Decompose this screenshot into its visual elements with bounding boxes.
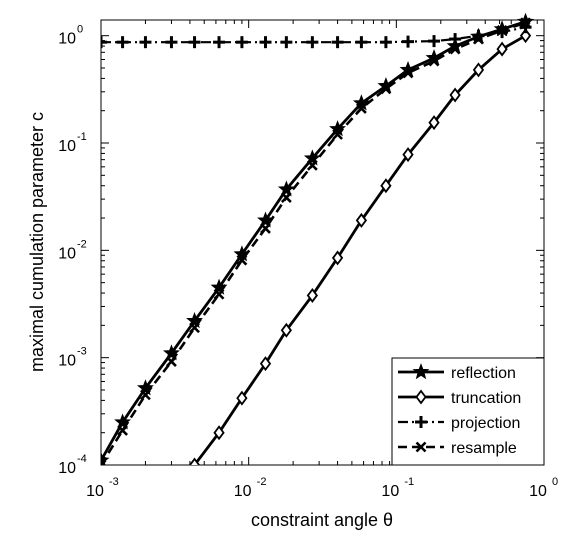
legend-marker-reflection xyxy=(412,363,430,380)
y-tick-exponent: -1 xyxy=(77,131,87,143)
data-point-projection xyxy=(280,36,293,49)
legend-marker-truncation xyxy=(415,389,427,405)
y-tick-label: 10 xyxy=(58,353,76,370)
data-point-projection xyxy=(101,36,107,49)
data-point-resample xyxy=(355,103,367,114)
data-point-truncation xyxy=(496,41,508,57)
data-point-resample xyxy=(473,33,484,45)
series-resample xyxy=(101,17,531,465)
legend: reflection truncation projection resample xyxy=(391,357,545,466)
data-point-resample xyxy=(189,322,200,334)
y-tick-exponent: -3 xyxy=(77,346,87,358)
data-point-resample xyxy=(166,356,177,367)
data-point-resample xyxy=(213,288,225,300)
data-point-truncation xyxy=(402,147,414,163)
data-point-projection xyxy=(116,36,129,49)
y-tick-label: 10 xyxy=(58,31,76,48)
x-tick-label: 10 xyxy=(381,483,399,500)
x-axis-label: constraint angle θ xyxy=(251,510,393,530)
data-point-projection xyxy=(449,33,462,46)
legend-label-reflection: reflection xyxy=(451,365,516,382)
legend-label-truncation: truncation xyxy=(451,390,521,407)
series-truncation xyxy=(188,28,532,465)
data-point-resample xyxy=(380,83,392,95)
data-point-reflection xyxy=(303,149,321,166)
x-tick-label: 10 xyxy=(529,483,547,500)
series-layer xyxy=(101,12,535,465)
data-point-reflection xyxy=(257,211,274,228)
data-point-resample xyxy=(449,43,461,55)
data-point-resample xyxy=(101,459,107,465)
data-point-resample xyxy=(496,24,508,36)
data-point-truncation xyxy=(380,178,392,194)
legend-label-projection: projection xyxy=(451,415,520,432)
data-point-projection xyxy=(139,36,152,49)
x-tick-label: 10 xyxy=(86,483,104,500)
data-point-truncation xyxy=(280,322,292,338)
legend-marker-resample xyxy=(415,441,427,453)
data-point-projection xyxy=(306,36,319,49)
data-point-reflection xyxy=(277,180,295,197)
data-point-reflection xyxy=(162,344,180,361)
data-point-truncation xyxy=(355,212,368,228)
legend-marker-projection xyxy=(415,416,427,428)
data-point-truncation xyxy=(236,390,248,406)
data-point-resample xyxy=(140,389,151,401)
data-point-projection xyxy=(355,36,368,49)
y-tick-exponent: -2 xyxy=(77,238,87,250)
data-point-reflection xyxy=(136,379,154,396)
data-point-truncation xyxy=(213,425,225,441)
data-point-truncation xyxy=(306,287,318,303)
data-point-truncation xyxy=(449,87,461,103)
x-tick-label: 10 xyxy=(234,483,252,500)
data-point-projection xyxy=(235,36,248,49)
data-point-reflection xyxy=(114,413,132,430)
data-point-truncation xyxy=(519,28,532,44)
legend-label-resample: resample xyxy=(451,440,517,457)
data-point-projection xyxy=(428,35,441,48)
y-tick-label: 10 xyxy=(58,138,76,155)
data-point-resample xyxy=(117,424,128,436)
data-point-truncation xyxy=(331,250,344,266)
data-point-projection xyxy=(402,35,415,48)
y-tick-label: 10 xyxy=(58,460,76,477)
x-tick-exponent: -2 xyxy=(257,476,267,488)
data-point-resample xyxy=(332,129,343,140)
data-point-projection xyxy=(331,36,344,49)
data-point-projection xyxy=(213,36,226,49)
data-point-truncation xyxy=(188,457,201,465)
series-reflection xyxy=(101,12,535,465)
x-tick-exponent: 0 xyxy=(552,476,558,488)
data-point-projection xyxy=(379,36,392,49)
data-point-truncation xyxy=(472,62,485,78)
data-point-resample xyxy=(402,67,414,79)
data-point-truncation xyxy=(259,356,272,372)
data-point-resample xyxy=(260,223,271,234)
data-point-resample xyxy=(236,254,248,266)
data-point-resample xyxy=(280,192,292,204)
data-point-truncation xyxy=(428,115,440,131)
y-tick-exponent: -4 xyxy=(77,453,87,465)
y-tick-label: 10 xyxy=(58,245,76,262)
data-point-resample xyxy=(428,55,440,67)
data-point-projection xyxy=(259,36,272,49)
data-point-resample xyxy=(306,159,318,171)
data-point-projection xyxy=(165,36,178,49)
data-point-reflection xyxy=(352,94,370,111)
y-axis-label: maximal cumulation parameter c xyxy=(27,112,47,372)
x-tick-exponent: -1 xyxy=(404,476,414,488)
data-point-projection xyxy=(188,36,201,49)
data-point-resample xyxy=(520,17,531,29)
y-tick-exponent: 0 xyxy=(77,24,83,36)
x-tick-exponent: -3 xyxy=(109,476,119,488)
data-point-reflection xyxy=(329,120,347,137)
